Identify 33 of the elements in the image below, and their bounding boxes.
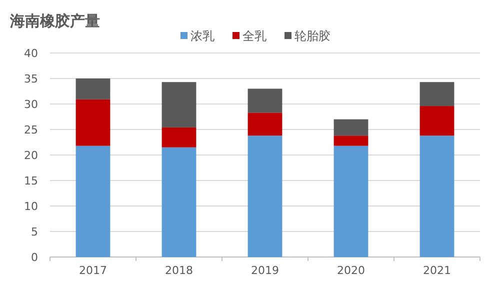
- bar: [420, 82, 454, 106]
- legend-label: 全乳: [242, 29, 266, 43]
- bar: [420, 136, 454, 257]
- bar: [248, 112, 282, 136]
- y-tick-label: 40: [24, 47, 38, 60]
- x-tick-label: 2018: [165, 264, 193, 277]
- bar: [162, 147, 196, 257]
- x-tick-label: 2017: [79, 264, 107, 277]
- bar: [162, 127, 196, 148]
- bar: [248, 88, 282, 113]
- y-tick-label: 10: [24, 200, 38, 213]
- bar: [162, 82, 196, 128]
- bar: [248, 136, 282, 257]
- x-tick-label: 2021: [423, 264, 451, 277]
- y-tick-label: 15: [24, 174, 38, 188]
- legend-label: 轮胎胶: [294, 29, 330, 43]
- y-tick-label: 35: [24, 72, 38, 86]
- legend-label: 浓乳: [190, 29, 214, 43]
- y-tick-label: 5: [31, 226, 38, 238]
- x-tick-label: 2019: [251, 264, 279, 277]
- bar: [76, 99, 110, 146]
- y-tick-label: 0: [31, 251, 38, 264]
- chart-title: 海南橡胶产量: [9, 12, 100, 30]
- bar: [76, 146, 110, 257]
- bar: [334, 136, 368, 146]
- bar: [76, 78, 110, 100]
- x-tick-label: 2020: [337, 264, 365, 277]
- bar: [420, 106, 454, 136]
- bar: [334, 146, 368, 257]
- bar: [334, 119, 368, 136]
- y-tick-label: 25: [24, 124, 38, 136]
- y-tick-label: 30: [24, 98, 38, 111]
- y-tick-label: 20: [24, 149, 38, 162]
